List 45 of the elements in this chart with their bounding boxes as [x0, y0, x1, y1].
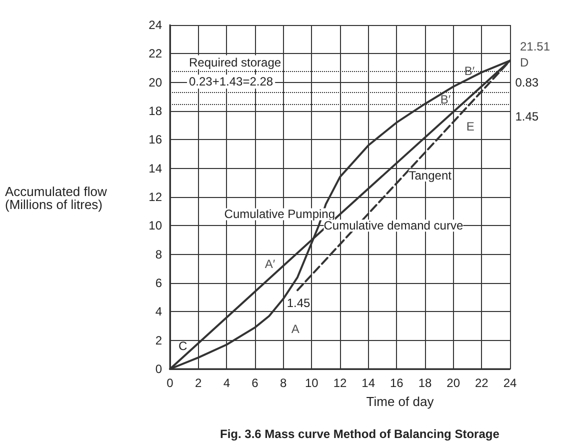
y-tick-label: 24 — [148, 18, 162, 32]
x-tick-label: 4 — [223, 376, 230, 390]
y-tick-label: 10 — [148, 218, 162, 233]
text: 1.45 — [515, 110, 539, 124]
x-tick-label: 24 — [503, 376, 517, 390]
y-tick-label: 16 — [148, 132, 162, 147]
y-tick-label: 22 — [148, 46, 162, 61]
series-label: Cumulative demand curve — [324, 218, 464, 233]
series-label: Cumulative Pumping — [224, 207, 335, 222]
x-tick-label: 22 — [474, 376, 489, 390]
annotation: A′ — [264, 256, 276, 271]
y-tick-label: 12 — [148, 190, 162, 204]
x-tick-label: 20 — [446, 376, 460, 390]
x-tick-label: 6 — [252, 376, 259, 390]
annotation: Required storage — [189, 55, 282, 70]
annotation: E — [466, 119, 474, 134]
series-label: Tangent — [408, 168, 452, 182]
text: 0.83 — [515, 75, 539, 90]
x-tick-label: 12 — [333, 376, 347, 390]
text: Fig. 3.6 Mass curve Method of Balancing Storage — [220, 427, 500, 441]
x-tick-label: 16 — [390, 376, 404, 390]
x-axis-title: Time of day — [366, 394, 434, 409]
x-tick-label: 2 — [194, 376, 202, 390]
x-tick-label: 8 — [280, 376, 287, 390]
y-tick-label: 20 — [148, 75, 162, 90]
annotation: A — [291, 322, 300, 336]
annotation: B′ — [464, 64, 476, 78]
y-tick-label: 18 — [148, 104, 162, 118]
x-tick-label: 18 — [418, 376, 432, 390]
annotation: B′ — [440, 92, 452, 107]
x-tick-label: 10 — [304, 376, 319, 390]
y-tick-label: 2 — [155, 333, 162, 348]
y-tick-label: 0 — [155, 362, 162, 376]
y-tick-label: 14 — [148, 161, 162, 176]
y-tick-label: 4 — [155, 304, 162, 319]
x-tick-label: 0 — [166, 376, 174, 390]
annotation: 21.51 — [520, 40, 550, 54]
y-tick-label: 6 — [155, 276, 162, 290]
y-axis-title: Accumulated flow (Millions of litres) — [5, 184, 108, 212]
y-tick-label: 8 — [155, 247, 162, 262]
annotation: 1.45 — [286, 296, 311, 310]
annotation: C — [178, 339, 188, 354]
x-tick-label: 14 — [362, 376, 376, 390]
annotation: 0.23+1.43=2.28 — [189, 74, 274, 89]
annotation: D — [520, 56, 529, 70]
